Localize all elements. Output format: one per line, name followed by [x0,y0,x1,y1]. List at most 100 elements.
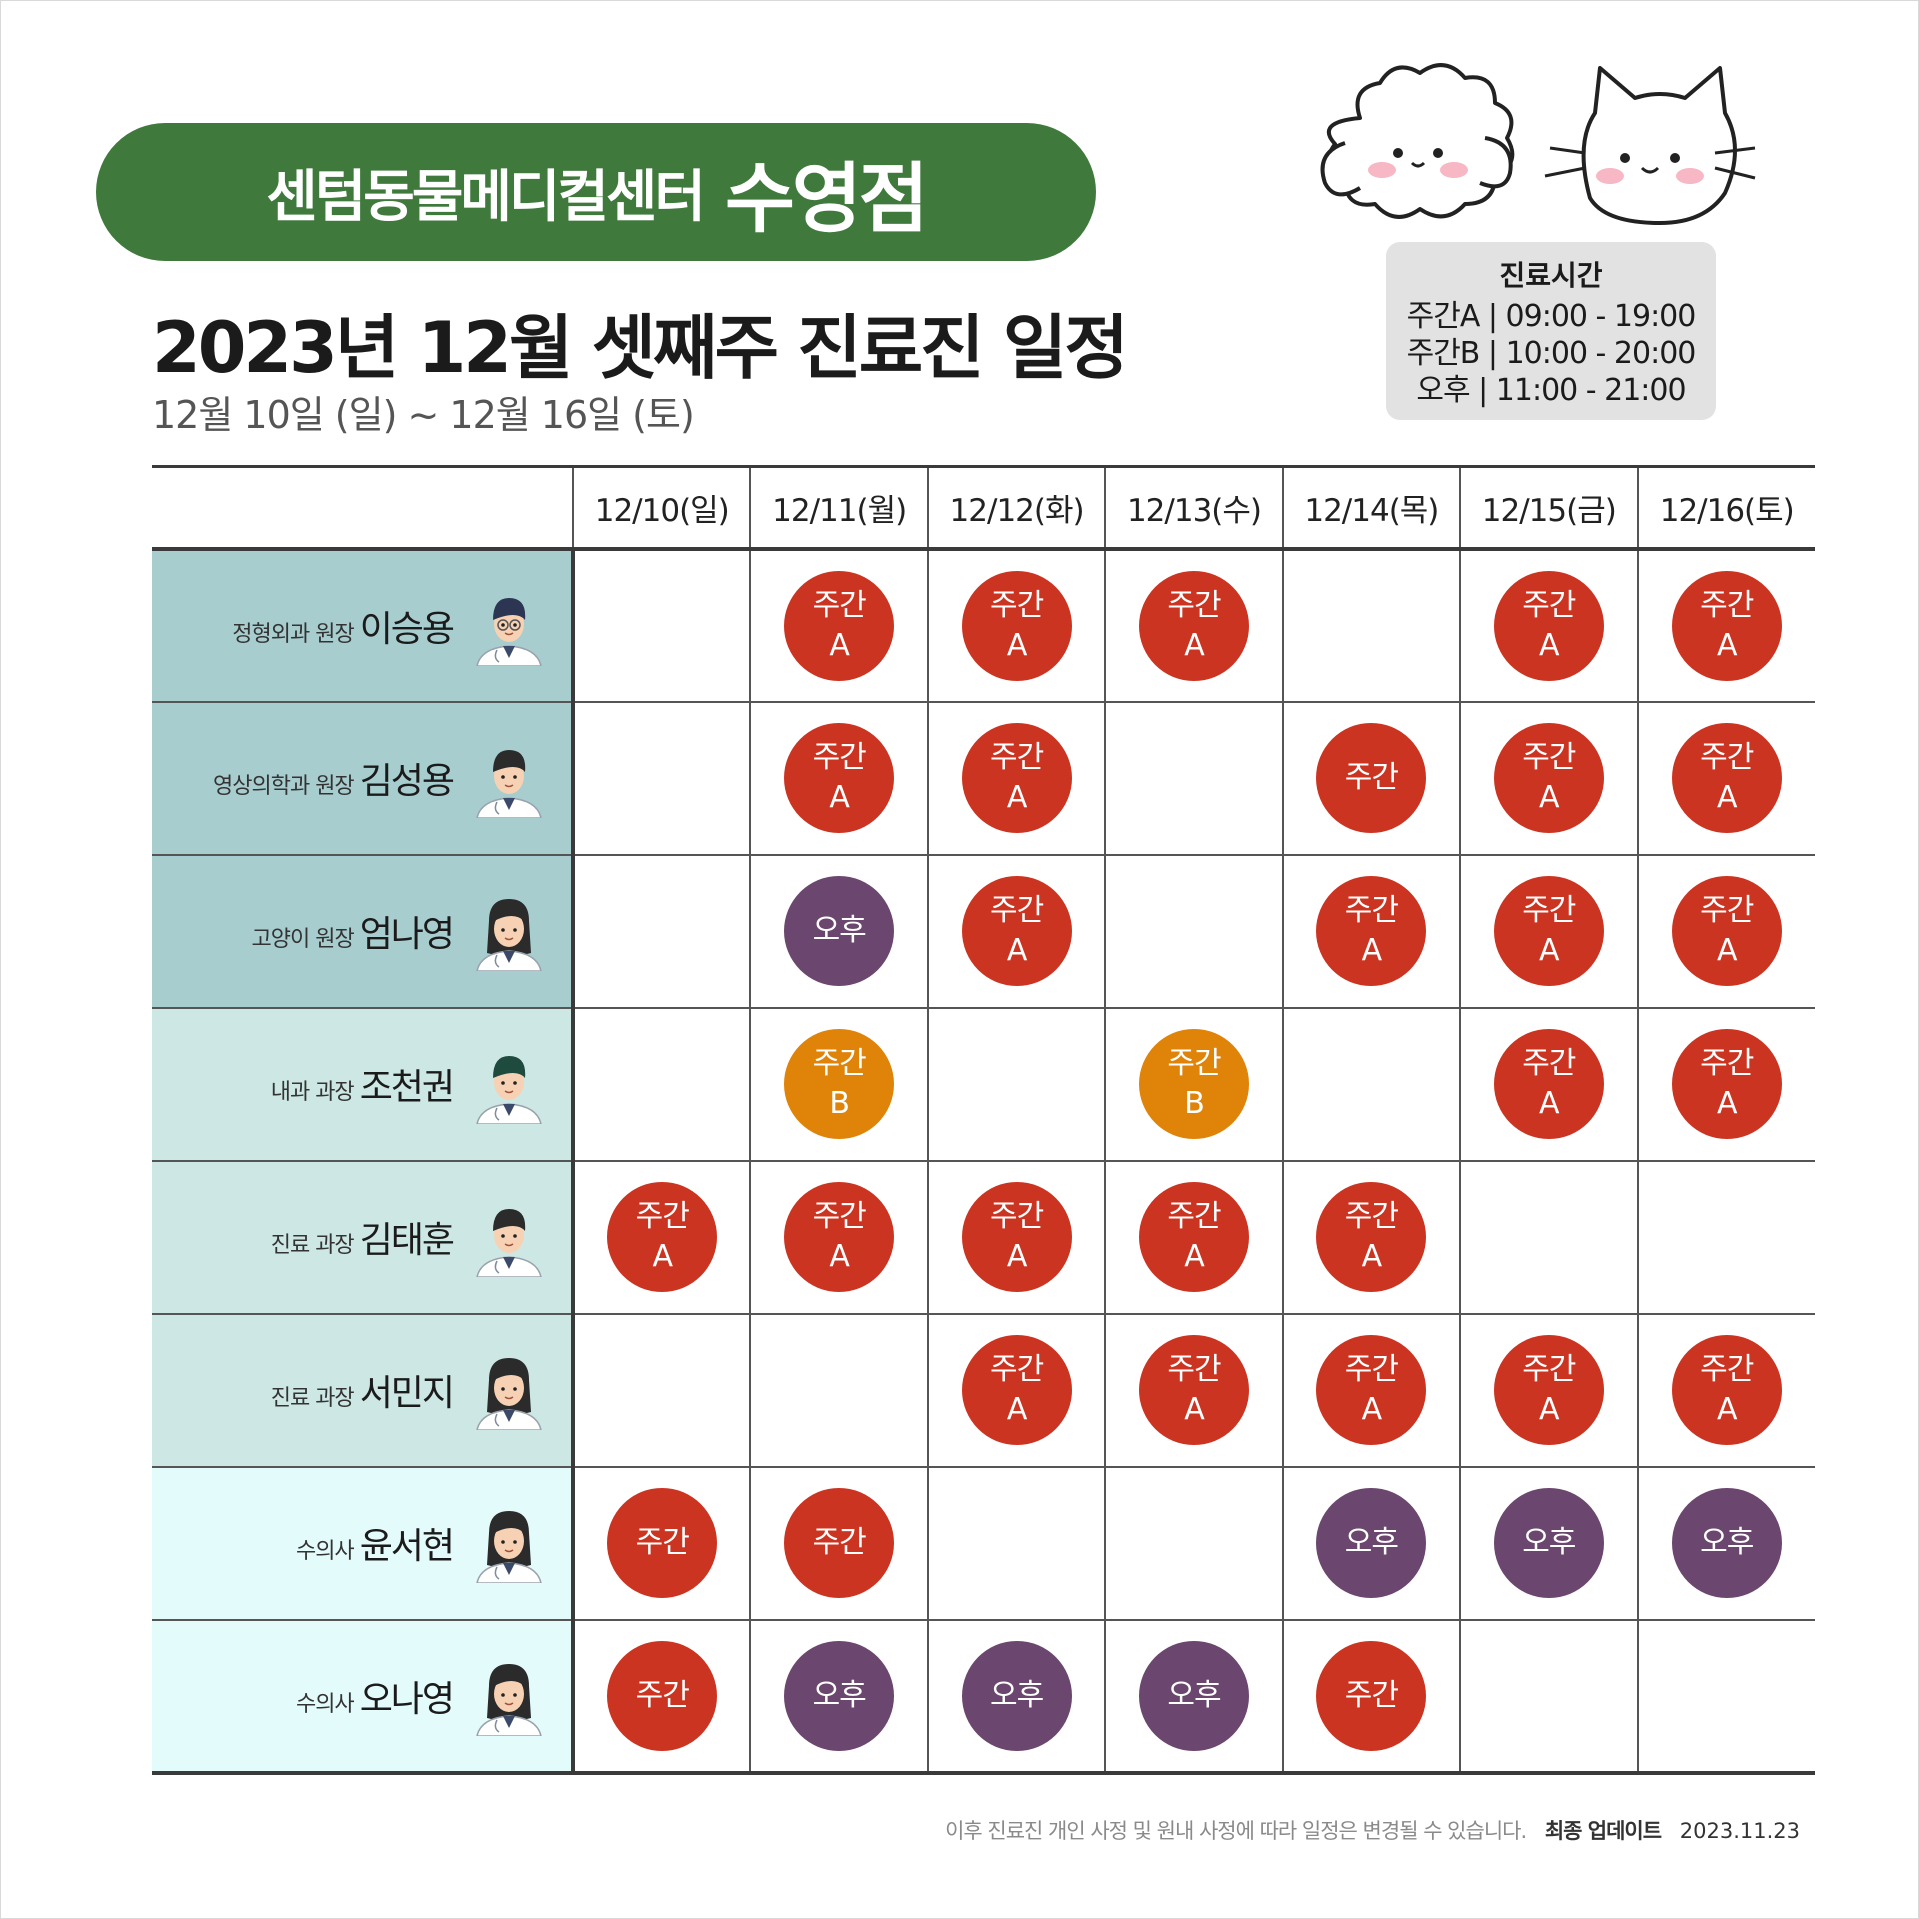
shift-label: 주간 [1344,893,1399,928]
doctor-info: 영상의학과 원장 김성용 [152,738,571,818]
schedule-cell [573,548,751,703]
day-a-shift-badge: 주간 A [1671,1335,1782,1445]
doctor-label: 영상의학과 원장 김성용 [213,752,455,804]
shift-label: 주간 [1700,587,1754,623]
schedule-cell: 주간 A [1636,854,1815,1009]
shift-label: 주간 [1344,1352,1399,1387]
doctor-name: 김성용 [359,761,455,802]
hours-day-b: 주간B | 10:00 - 20:00 [1406,335,1697,371]
shift-label: A [1539,627,1560,663]
shift-label: 오후 [1167,1677,1221,1713]
shift-label: 오후 [1344,1525,1399,1560]
pm-shift-badge: 오후 [784,876,895,986]
schedule-cell: 오후 [749,854,928,1009]
doctor-avatar-icon [476,899,542,971]
doctor-avatar-icon [476,1511,542,1583]
day-a-shift-badge: 주간 A [1671,876,1782,986]
day-a-shift-badge: 주간 A [1138,570,1249,681]
shift-label: 주간 [1167,587,1221,623]
day-a-shift-badge: 주간 A [784,570,895,681]
brand-name: 센텀동물메디컬센터 [266,164,706,230]
shift-label: 주간 [635,1677,690,1713]
shift-label: 주간 [1344,760,1399,795]
branch-name: 수영점 [724,154,929,243]
schedule-cell: 주간 A [1459,1313,1638,1468]
day-shift-badge: 주간 [784,1488,895,1598]
shift-label: A [1006,627,1028,663]
shift-label: 오후 [1522,1525,1576,1560]
doctor-label: 수의사 오나영 [296,1670,455,1722]
doctor-label: 수의사 윤서현 [296,1517,455,1569]
schedule-cell [573,1313,751,1468]
schedule-cell: 주간 A [749,701,928,856]
schedule-cell: 주간 A [926,701,1106,856]
shift-label: A [652,1239,674,1274]
shift-label: A [1184,1239,1205,1274]
shift-label: B [1184,1086,1205,1121]
corner-cell [152,465,574,551]
doctor-info: 수의사 오나영 [152,1656,571,1736]
doctor-info: 진료 과장 김태훈 [152,1197,571,1277]
schedule-cell [749,1313,928,1468]
date-range: 12월 10일 (일) ~ 12월 16일 (토) [152,393,695,437]
doctor-role: 진료 과장 [270,1386,355,1411]
shift-label: A [1716,1086,1738,1121]
doctor-cell: 수의사 오나영 [152,1619,576,1775]
day-a-shift-badge: 주간 A [961,1182,1072,1292]
doctor-avatar-icon [476,597,542,666]
doctor-avatar-icon [476,1209,542,1277]
day-b-shift-badge: 주간 B [1138,1029,1249,1139]
shift-label: 주간 [989,587,1044,623]
schedule-cell [1636,1160,1815,1315]
doctor-name: 이승용 [359,608,455,650]
doctor-cell: 고양이 원장 엄나영 [152,854,576,1009]
day-a-shift-badge: 주간 A [1316,1335,1427,1445]
shift-label: B [829,1086,850,1121]
footer-note: 이후 진료진 개인 사정 및 원내 사정에 따라 일정은 변경될 수 있습니다. [945,1819,1527,1843]
schedule-cell: 주간 A [1281,1313,1461,1468]
doctor-cell: 내과 과장 조천권 [152,1007,576,1162]
day-a-shift-badge: 주간 A [1493,570,1604,681]
day-a-shift-badge: 주간 A [1493,876,1604,986]
doctor-cell: 정형외과 원장 이승용 [152,548,576,703]
shift-label: A [1539,1086,1560,1121]
schedule-cell: 주간 [573,1619,751,1775]
shift-label: 오후 [812,913,867,948]
doctor-row: 고양이 원장 엄나영 오후 주간 A 주간 A 주간 A 주간 A [152,854,1815,1009]
schedule-cell: 주간 A [1459,701,1638,856]
doctor-row: 수의사 윤서현 주간 주간 오후 오후 오후 [152,1466,1815,1621]
schedule-cell: 오후 [749,1619,928,1775]
schedule-cell [926,1007,1106,1162]
shift-label: 주간 [1522,1352,1576,1387]
day-a-shift-badge: 주간 A [1493,1029,1604,1139]
schedule-table: 12/10(일) 12/11(월) 12/12(화) 12/13(수) 12/1… [152,465,1815,1775]
doctor-cell: 영상의학과 원장 김성용 [152,701,576,856]
cat-face [1544,146,1756,184]
doctor-cell: 진료 과장 서민지 [152,1313,576,1468]
shift-label: A [1184,1392,1205,1427]
day-a-shift-badge: 주간 A [1671,1029,1782,1139]
shift-label: 주간 [812,1525,867,1560]
shift-label: A [1539,780,1560,815]
schedule-cell: 오후 [1459,1466,1638,1621]
shift-label: 주간 [1522,587,1576,623]
shift-label: 주간 [812,740,867,775]
shift-label: A [1716,1392,1738,1427]
schedule-cell [1281,548,1461,703]
shift-label: 주간 [1167,1046,1221,1081]
schedule-cell: 주간 A [1459,548,1638,703]
day-a-shift-badge: 주간 A [784,1182,895,1292]
schedule-cell: 주간 A [1104,1313,1283,1468]
schedule-cell: 주간 A [926,548,1106,703]
doctor-row: 정형외과 원장 이승용 주간 A 주간 A 주간 A 주간 A 주간 A [152,548,1815,703]
shift-label: 주간 [1522,893,1576,928]
schedule-cell: 주간 A [926,1160,1106,1315]
schedule-cell: 오후 [926,1619,1106,1775]
schedule-cell: 주간 A [926,854,1106,1009]
doctor-cell: 진료 과장 김태훈 [152,1160,576,1315]
header-row: 12/10(일) 12/11(월) 12/12(화) 12/13(수) 12/1… [152,465,1815,551]
schedule-cell: 주간 A [749,1160,928,1315]
shift-label: 주간 [1167,1199,1221,1234]
schedule-cell [1636,1619,1815,1775]
doctor-role: 정형외과 원장 [232,621,354,647]
